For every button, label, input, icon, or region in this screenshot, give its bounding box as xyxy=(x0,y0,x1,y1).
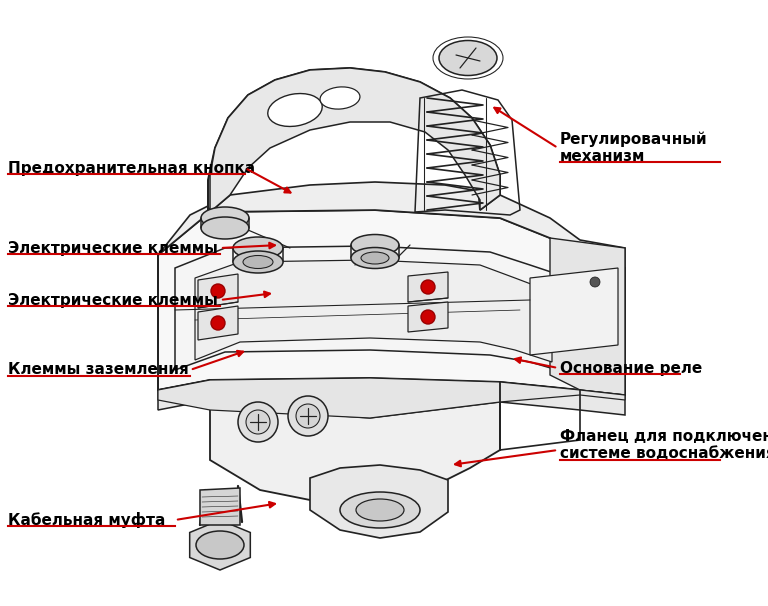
Text: Клеммы заземления: Клеммы заземления xyxy=(8,362,189,378)
Ellipse shape xyxy=(196,531,244,559)
Ellipse shape xyxy=(233,251,283,273)
Ellipse shape xyxy=(361,252,389,264)
Polygon shape xyxy=(210,380,500,500)
Polygon shape xyxy=(208,68,500,212)
Polygon shape xyxy=(550,238,625,395)
Polygon shape xyxy=(210,68,500,212)
Ellipse shape xyxy=(356,499,404,521)
Polygon shape xyxy=(408,272,448,302)
Circle shape xyxy=(421,280,435,294)
Text: Кабельная муфта: Кабельная муфта xyxy=(8,512,165,528)
Text: Регулировачный
механизм: Регулировачный механизм xyxy=(560,132,707,164)
Text: Основание реле: Основание реле xyxy=(560,361,702,376)
Ellipse shape xyxy=(351,235,399,256)
Polygon shape xyxy=(408,302,448,332)
Ellipse shape xyxy=(201,217,249,239)
Text: Предохранительная кнопка: Предохранительная кнопка xyxy=(8,161,255,176)
Polygon shape xyxy=(175,246,575,375)
Polygon shape xyxy=(195,260,552,362)
Circle shape xyxy=(288,396,328,436)
Text: Электрические клеммы: Электрические клеммы xyxy=(8,241,218,256)
Text: Фланец для подключения к
системе водоснабжения: Фланец для подключения к системе водосна… xyxy=(560,429,768,461)
Ellipse shape xyxy=(233,237,283,259)
Ellipse shape xyxy=(340,492,420,528)
Circle shape xyxy=(296,404,320,428)
Circle shape xyxy=(211,284,225,298)
Circle shape xyxy=(246,410,270,434)
Polygon shape xyxy=(158,182,625,268)
Polygon shape xyxy=(158,210,625,395)
Ellipse shape xyxy=(351,247,399,268)
Circle shape xyxy=(238,402,278,442)
Ellipse shape xyxy=(201,207,249,229)
Polygon shape xyxy=(198,306,238,340)
Polygon shape xyxy=(190,520,250,570)
Polygon shape xyxy=(158,380,625,418)
Polygon shape xyxy=(530,268,618,355)
Ellipse shape xyxy=(243,256,273,268)
Circle shape xyxy=(211,316,225,330)
Polygon shape xyxy=(158,378,625,418)
Ellipse shape xyxy=(320,87,360,109)
Text: Электрические клеммы: Электрические клеммы xyxy=(8,293,218,307)
Ellipse shape xyxy=(268,93,323,127)
Polygon shape xyxy=(310,465,448,538)
Circle shape xyxy=(590,277,600,287)
Circle shape xyxy=(421,310,435,324)
Polygon shape xyxy=(200,488,240,525)
Polygon shape xyxy=(198,274,238,308)
Ellipse shape xyxy=(439,41,497,76)
